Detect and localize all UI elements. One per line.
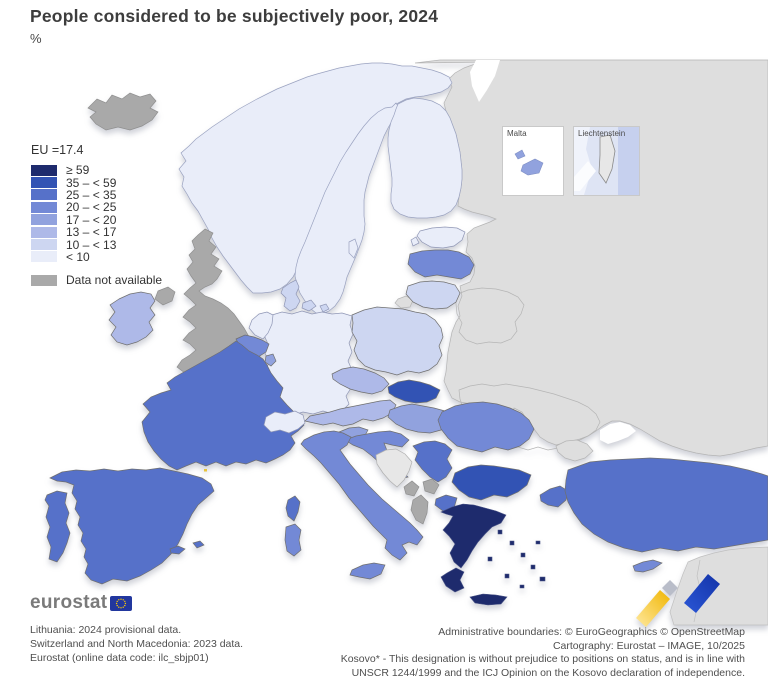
country-sweden bbox=[294, 102, 400, 315]
country-france bbox=[141, 340, 305, 522]
country-iceland bbox=[87, 92, 159, 131]
region-kaliningrad bbox=[394, 295, 414, 309]
country-austria bbox=[304, 399, 397, 427]
legend-label: ≥ 59 bbox=[66, 163, 90, 178]
footnotes-left: Lithuania: 2024 provisional data. Switze… bbox=[30, 623, 243, 665]
footnote-switzerland: Switzerland and North Macedonia: 2023 da… bbox=[30, 638, 244, 650]
country-spain bbox=[49, 467, 215, 585]
country-kosovo bbox=[422, 478, 440, 495]
eu-average-label: EU =17.4 bbox=[31, 143, 84, 157]
legend-label: < 10 bbox=[66, 249, 90, 264]
footnote-kosovo-1: Kosovo* - This designation is without pr… bbox=[340, 653, 745, 665]
inset-malta-label: Malta bbox=[507, 129, 527, 138]
country-portugal bbox=[44, 490, 71, 563]
legend-label: Data not available bbox=[66, 273, 163, 288]
legend-swatch-c6 bbox=[31, 226, 57, 238]
region-crimea bbox=[555, 439, 594, 462]
legend-row: 10 – < 13 bbox=[31, 237, 162, 252]
legend-row: 13 – < 17 bbox=[31, 225, 162, 240]
country-serbia bbox=[412, 440, 453, 483]
country-finland bbox=[387, 97, 463, 219]
country-malta bbox=[514, 149, 544, 176]
legend-label: 35 – < 59 bbox=[66, 175, 117, 190]
inset-liechtenstein: Liechtenstein bbox=[573, 126, 640, 196]
footnote-datacode: Eurostat (online data code: ilc_sbjp01) bbox=[30, 652, 209, 664]
image-ribbon-decoration bbox=[636, 574, 720, 627]
legend-swatch-c4 bbox=[31, 201, 57, 213]
country-bulgaria bbox=[451, 464, 532, 501]
legend-swatch-c8 bbox=[31, 251, 57, 263]
inset-liechtenstein-map bbox=[574, 127, 639, 195]
inset-liechtenstein-label: Liechtenstein bbox=[578, 129, 626, 138]
page-title: People considered to be subjectively poo… bbox=[30, 6, 439, 26]
legend-row: 25 – < 35 bbox=[31, 187, 162, 202]
legend-label: 17 – < 20 bbox=[66, 212, 117, 227]
legend-swatch-c2 bbox=[31, 177, 57, 189]
legend-row: ≥ 59 bbox=[31, 163, 162, 178]
country-poland bbox=[351, 306, 444, 376]
country-slovakia bbox=[387, 379, 441, 404]
country-greece bbox=[440, 503, 546, 606]
inset-rhine-valley bbox=[574, 161, 596, 191]
legend-label: 25 – < 35 bbox=[66, 187, 117, 202]
country-bosnia-herzegovina bbox=[375, 448, 413, 488]
legend-row: 17 – < 20 bbox=[31, 212, 162, 227]
country-cyprus bbox=[632, 559, 663, 573]
country-turkey bbox=[539, 457, 768, 553]
legend-label: 20 – < 25 bbox=[66, 200, 117, 215]
legend: EU =17.4 ≥ 59 35 – < 59 25 – < 35 20 – <… bbox=[31, 143, 162, 287]
inset-malta-map bbox=[514, 149, 544, 176]
legend-row: 20 – < 25 bbox=[31, 200, 162, 215]
country-italy bbox=[284, 430, 424, 580]
legend-swatch-no-data bbox=[31, 274, 57, 286]
white-sea bbox=[470, 60, 500, 102]
country-denmark bbox=[280, 279, 330, 313]
footnote-boundaries: Administrative boundaries: © EuroGeograp… bbox=[438, 626, 745, 638]
country-albania bbox=[410, 494, 429, 525]
legend-label: 10 – < 13 bbox=[66, 237, 117, 252]
country-switzerland bbox=[263, 410, 306, 434]
legend-swatch-c1 bbox=[31, 164, 57, 176]
footer-right: Administrative boundaries: © EuroGeograp… bbox=[341, 626, 745, 680]
footer-left: eurostat Lithuania: 2024 provisional dat… bbox=[30, 592, 243, 665]
region-middle-east bbox=[669, 546, 768, 626]
legend-row-no-data: Data not available bbox=[31, 273, 163, 288]
country-estonia bbox=[410, 226, 466, 249]
inset-austria-area bbox=[618, 127, 639, 195]
footnote-kosovo-2: UNSCR 1244/1999 and the ICJ Opinion on t… bbox=[351, 666, 745, 679]
footnote-lithuania: Lithuania: 2024 provisional data. bbox=[30, 624, 182, 636]
legend-swatch-c5 bbox=[31, 214, 57, 226]
legend-row: 35 – < 59 bbox=[31, 175, 162, 190]
country-netherlands bbox=[248, 311, 274, 340]
country-lithuania bbox=[405, 280, 461, 310]
country-ireland bbox=[108, 291, 156, 346]
eu-flag-icon bbox=[110, 595, 133, 611]
country-czechia bbox=[331, 366, 390, 395]
country-montenegro bbox=[403, 480, 420, 497]
eurostat-logo: eurostat bbox=[30, 592, 243, 614]
inset-malta: Malta bbox=[502, 126, 564, 196]
legend-label: 13 – < 17 bbox=[66, 225, 117, 240]
country-liechtenstein bbox=[598, 134, 616, 184]
footnote-cartography: Cartography: Eurostat – IMAGE, 10/2025 bbox=[552, 639, 745, 652]
legend-swatch-c3 bbox=[31, 189, 57, 201]
andorra-dot bbox=[204, 469, 207, 472]
legend-row: < 10 bbox=[31, 249, 162, 264]
country-latvia bbox=[407, 249, 475, 280]
unit-label: % bbox=[30, 31, 42, 46]
sea-of-azov bbox=[600, 422, 636, 444]
legend-swatch-c7 bbox=[31, 239, 57, 251]
country-romania bbox=[437, 401, 535, 453]
title-block: People considered to be subjectively poo… bbox=[30, 6, 438, 46]
country-luxembourg bbox=[264, 353, 277, 367]
eurostat-logo-text: eurostat bbox=[30, 592, 108, 613]
